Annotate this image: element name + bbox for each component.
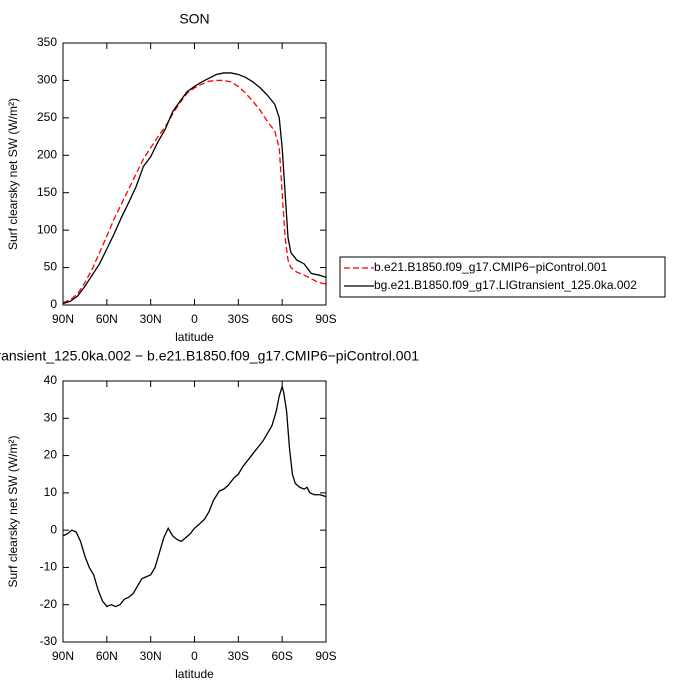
x-tick-label: 90S xyxy=(315,649,336,663)
legend-label: b.e21.B1850.f09_g17.CMIP6−piControl.001 xyxy=(374,260,607,274)
y-tick-label: 40 xyxy=(44,373,58,387)
x-tick-label: 60S xyxy=(271,649,292,663)
x-tick-label: 90N xyxy=(52,649,74,663)
x-axis-label: latitude xyxy=(175,667,214,681)
y-tick-label: 50 xyxy=(44,260,58,274)
x-tick-label: 30S xyxy=(228,649,249,663)
y-tick-label: -10 xyxy=(40,560,58,574)
x-tick-label: 60N xyxy=(96,312,118,326)
y-tick-label: 150 xyxy=(37,185,57,199)
x-tick-label: 30N xyxy=(140,649,162,663)
x-tick-label: 60S xyxy=(271,312,292,326)
y-tick-label: 350 xyxy=(37,35,57,49)
y-tick-label: 20 xyxy=(44,448,58,462)
x-tick-label: 90S xyxy=(315,312,336,326)
x-tick-label: 0 xyxy=(191,649,198,663)
y-tick-label: 200 xyxy=(37,147,57,161)
x-axis-label: latitude xyxy=(175,330,214,344)
plot-frame xyxy=(62,42,327,306)
y-tick-label: 30 xyxy=(44,410,58,424)
y-tick-label: 10 xyxy=(44,485,58,499)
legend-box xyxy=(339,256,666,298)
y-tick-label: -20 xyxy=(40,597,58,611)
plot-frame xyxy=(62,380,327,643)
chart-title: LIGtransient_125.0ka.002 − b.e21.B1850.f… xyxy=(0,348,419,364)
data-line xyxy=(62,79,327,304)
y-tick-label: 100 xyxy=(37,222,57,236)
data-line xyxy=(62,72,327,305)
y-tick-label: 250 xyxy=(37,110,57,124)
y-tick-label: 0 xyxy=(50,297,57,311)
chart-title: SON xyxy=(179,11,209,27)
y-tick-label: -30 xyxy=(40,634,58,648)
y-tick-label: 0 xyxy=(50,522,57,536)
x-tick-label: 30N xyxy=(140,312,162,326)
legend-label: bg.e21.B1850.f09_g17.LIGtransient_125.0k… xyxy=(374,278,637,292)
y-axis-label: Surf clearsky net SW (W/m²) xyxy=(6,435,20,587)
x-tick-label: 90N xyxy=(52,312,74,326)
y-tick-label: 300 xyxy=(37,73,57,87)
data-line xyxy=(62,384,327,608)
y-axis-label: Surf clearsky net SW (W/m²) xyxy=(6,98,20,250)
x-tick-label: 30S xyxy=(228,312,249,326)
x-tick-label: 60N xyxy=(96,649,118,663)
x-tick-label: 0 xyxy=(191,312,198,326)
